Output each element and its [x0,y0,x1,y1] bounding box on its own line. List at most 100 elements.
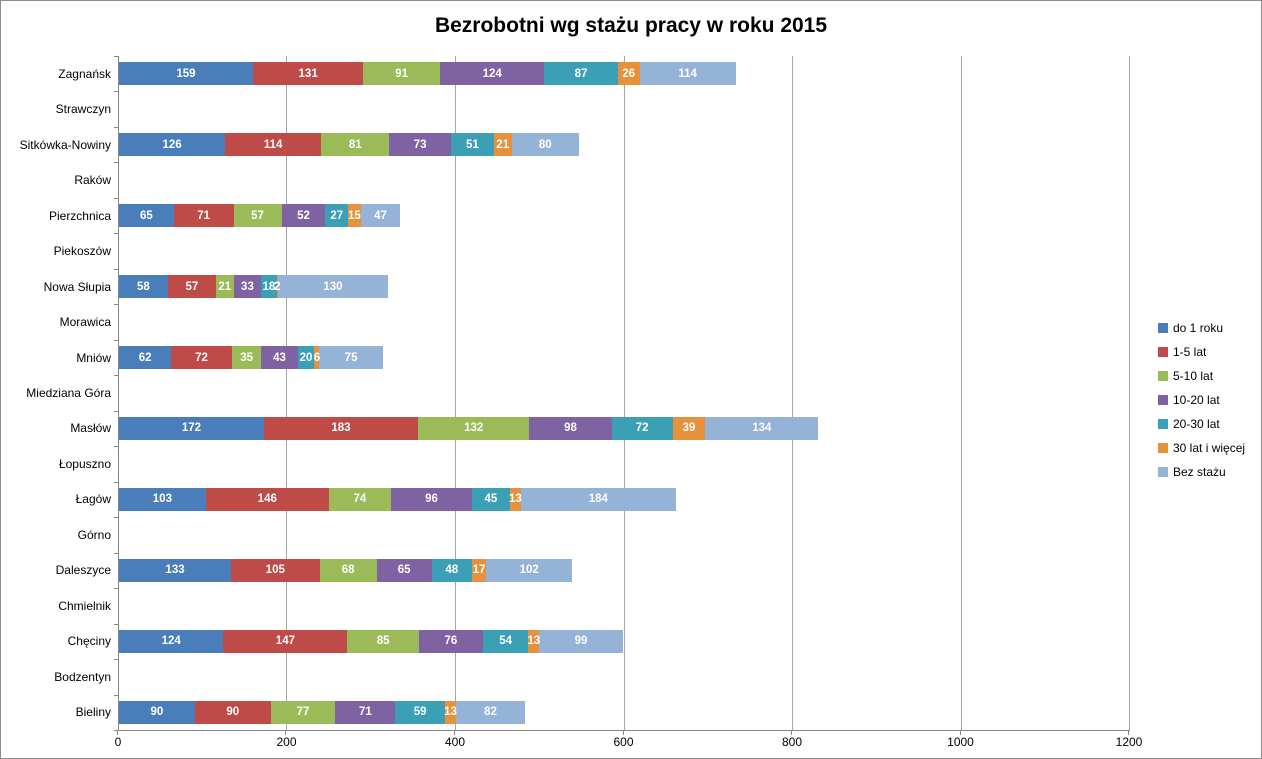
category-label: Mniów [76,350,111,365]
bar-segment: 71 [173,204,234,228]
bar-value-label: 17 [472,564,486,577]
bar-segment: 98 [529,416,612,440]
category-label: Górno [77,527,111,542]
bar-value-label: 35 [240,351,254,364]
bar-value-label: 114 [263,138,283,151]
legend-label: 30 lat i więcej [1173,441,1246,455]
x-axis-tick [959,731,961,735]
legend-swatch [1158,443,1168,453]
category-label: Nowa Słupia [43,279,111,294]
y-axis-tick [114,233,118,234]
legend-label: 1-5 lat [1173,345,1207,359]
bar-row: 124 147 85 76 54 13 99 [119,340,1130,653]
bar-segment: 62 [119,346,172,370]
bar-segment: 52 [281,204,326,228]
bar-segment: 80 [511,133,579,157]
category-label: Zagnańsk [58,66,111,81]
bar-value-label: 33 [241,280,254,293]
bar-segment: 59 [395,700,445,724]
bar-segment: 184 [520,487,676,511]
bar-segment: 13 [527,629,540,653]
gridline [1129,56,1130,730]
bar-segment: 27 [325,204,349,228]
legend-swatch [1158,395,1168,405]
category-label: Łagów [75,492,111,507]
bar-segment: 87 [544,62,618,86]
bar-value-label: 72 [635,422,649,435]
y-axis-tick [114,588,118,589]
bar-value-label: 21 [218,280,232,293]
bar-row: 1361287364306135 [119,446,1130,481]
bar-segment: 48 [431,558,472,582]
gridline [623,56,625,730]
bar-segment: 91 [363,62,440,86]
gridline [960,56,962,730]
bar-value-label: 134 [752,422,772,435]
category-label: Morawica [59,315,111,330]
bar-row: 14113482585610132 [119,517,1130,552]
bar-value-label: 71 [197,209,211,222]
bar-value-label: 105 [265,564,285,577]
bar-value-label: 39 [682,422,696,435]
legend-label: 10-20 lat [1173,393,1220,407]
y-axis-tick [114,340,118,341]
bar-value-label: 133 [165,564,185,577]
bar-segment: 90 [119,700,195,724]
legend-label: do 1 roku [1173,321,1224,335]
bar-value-label: 73 [413,138,427,151]
bar-value-label: 18 [262,280,276,293]
bar-value-label: 172 [181,422,202,435]
bar-value-label: 48 [445,564,459,577]
bar-row: 62 72 35 43 20 6 75 [119,198,1130,370]
bar-segment: 6 [314,346,320,370]
bar-segment: 114 [639,62,736,86]
stacked-bar: 62 72 35 43 20 6 75 [119,346,1130,370]
bar-row: 14818593623715228 [119,659,1130,694]
x-axis-tick [453,731,455,735]
legend-label: Bez stażu [1173,465,1226,479]
bar-segment: 26 [617,62,640,86]
y-axis-ticks [114,56,118,731]
bar-segment: 82 [455,700,526,724]
bar-segment: 2 [274,275,281,299]
bar-segment: 71 [335,700,396,724]
bar-row: 65 71 57 52 27 15 47 [119,127,1130,228]
bar-value-label: 85 [376,635,390,648]
bar-value-label: 59 [413,706,427,719]
legend: do 1 roku 1-5 lat 5-10 lat 10-20 lat 20-30 l… [1158,316,1245,484]
bar-row: 103 146 74 96 45 13 184 [119,269,1130,511]
bar-segment: 74 [328,487,392,511]
bar-value-label: 65 [139,209,153,222]
plot-area: 159 131 91 124 87 26 114 126 114 81 73 51 21 80 65 71 57… [118,56,1130,731]
bar-value-label: 2 [274,280,281,293]
y-axis-tick [114,162,118,163]
category-label: Pierzchnica [48,208,111,223]
bar-segment: 132 [418,416,530,440]
bar-segment: 45 [471,487,510,511]
category-label: Sitkówka-Nowiny [19,137,111,152]
y-axis-tick [114,659,118,660]
bar-value-label: 124 [161,635,181,648]
bar-segment: 65 [376,558,432,582]
bar-value-label: 57 [185,280,199,293]
bar-segment: 99 [539,629,623,653]
y-axis-tick [114,482,118,483]
bar-value-label: 132 [464,422,484,435]
bar-segment: 13 [509,487,522,511]
bar-segment: 13 [444,700,457,724]
y-axis-tick [114,446,118,447]
bar-segment: 114 [225,133,322,157]
x-axis-tick-label: 600 [613,735,634,749]
legend-swatch [1158,323,1168,333]
legend-label: 20-30 lat [1173,417,1220,431]
category-label: Łopuszno [58,456,111,471]
bar-segment: 131 [252,62,364,86]
bar-value-label: 72 [195,351,208,364]
bar-segment: 51 [450,133,494,157]
y-axis-tick [114,695,118,696]
bar-segment: 147 [223,629,348,653]
stacked-bar: 172 183 132 98 72 39 134 [119,416,1130,440]
y-axis-tick [114,56,118,57]
bar-segment: 43 [261,346,298,370]
legend-swatch [1158,419,1168,429]
